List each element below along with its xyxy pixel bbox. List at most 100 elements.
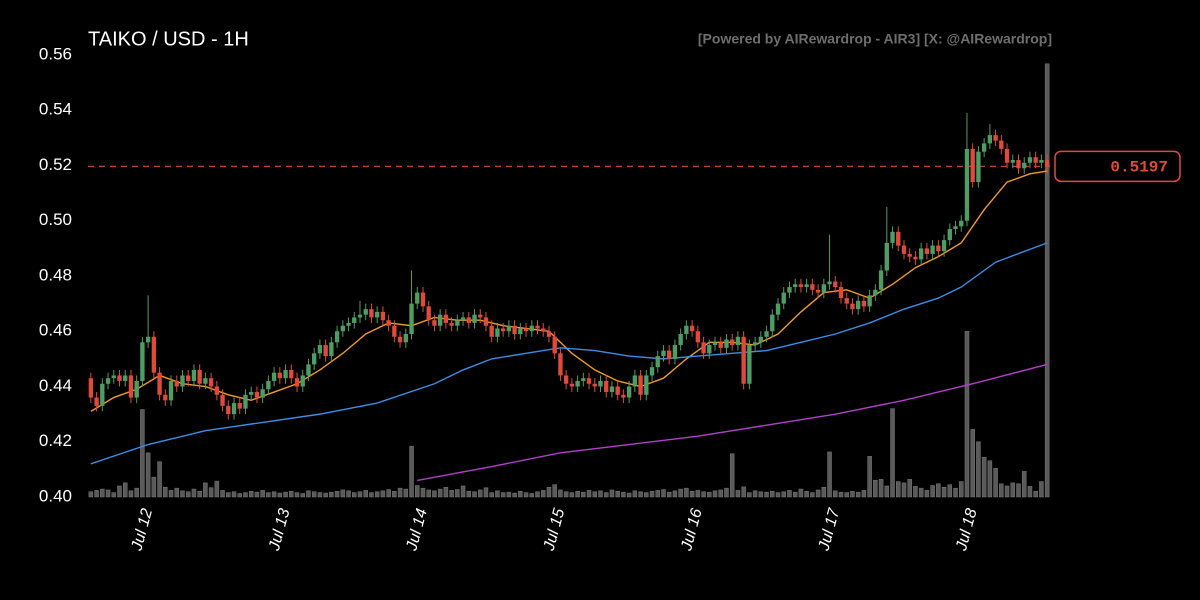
y-tick-label: 0.52 — [39, 155, 72, 174]
candle-body — [168, 380, 174, 401]
volume-bar — [575, 491, 580, 498]
candle-body — [529, 325, 534, 332]
y-tick-label: 0.54 — [39, 100, 72, 119]
candle-body — [426, 306, 431, 321]
volume-bar — [890, 408, 895, 498]
volume-bar — [1004, 485, 1010, 498]
candle-body — [976, 151, 981, 183]
candle-body — [392, 325, 397, 337]
candle-body — [770, 314, 775, 332]
volume-bar — [936, 483, 941, 498]
candle-body — [191, 369, 197, 381]
volume-bar — [821, 487, 827, 498]
volume-bar — [833, 490, 838, 498]
volume-bar — [380, 490, 386, 498]
volume-bar — [970, 429, 975, 498]
candle-body — [231, 403, 237, 415]
volume-bar — [707, 491, 712, 498]
candle-body — [764, 331, 769, 337]
candle-body — [123, 375, 128, 381]
candle-body — [437, 314, 443, 326]
candle-body — [678, 334, 683, 346]
candle-body — [959, 220, 964, 227]
volume-bar — [941, 487, 947, 498]
x-tick-label: Jul 16 — [678, 507, 706, 554]
candle-body — [346, 322, 351, 326]
volume-bar — [581, 491, 586, 498]
candle-body — [363, 309, 368, 315]
volume-bar — [586, 490, 592, 498]
volume-bar — [117, 485, 122, 498]
volume-bar — [157, 461, 162, 498]
volume-bar — [787, 490, 792, 498]
candle-body — [535, 325, 540, 329]
volume-bar — [867, 456, 872, 498]
x-tick-label: Jul 17 — [815, 506, 843, 554]
volume-bar — [500, 492, 506, 498]
volume-bar — [512, 492, 517, 498]
volume-bar — [712, 490, 718, 498]
volume-bar — [632, 490, 638, 498]
volume-bar — [592, 491, 598, 498]
candle-body — [374, 311, 380, 318]
candle-body — [598, 380, 603, 387]
volume-bar — [415, 485, 420, 498]
candle-body — [180, 375, 185, 387]
volume-bar — [483, 487, 489, 498]
volume-bar — [752, 490, 758, 498]
candle-body — [896, 231, 901, 246]
volume-bar — [455, 489, 460, 498]
volume-bar — [918, 487, 924, 498]
candle-body — [523, 328, 529, 332]
volume-bar — [191, 488, 197, 498]
volume-bar — [323, 492, 328, 498]
candle-body — [821, 284, 826, 293]
volume-bar — [506, 491, 512, 498]
candle-body — [203, 378, 208, 384]
volume-bar — [409, 445, 414, 498]
volume-bar — [460, 485, 466, 498]
volume-bar — [558, 489, 563, 498]
volume-bar — [443, 487, 449, 498]
y-tick-label: 0.42 — [39, 431, 72, 450]
volume-bar — [317, 492, 323, 498]
volume-bar — [540, 490, 546, 498]
candle-body — [1033, 157, 1038, 163]
volume-bar — [352, 492, 357, 498]
candle-body — [294, 378, 300, 387]
volume-bar — [626, 492, 632, 498]
candle-body — [655, 356, 660, 368]
candle-body — [941, 240, 947, 252]
volume-bar — [701, 491, 706, 498]
volume-bar — [420, 487, 426, 498]
candle-body — [489, 325, 494, 337]
candle-body — [323, 345, 328, 357]
volume-bar — [924, 490, 930, 498]
candle-body — [111, 375, 116, 379]
volume-bar — [546, 487, 552, 498]
volume-bar — [300, 493, 305, 498]
volume-bar — [1016, 483, 1021, 498]
candle-body — [913, 256, 918, 260]
candle-body — [918, 248, 924, 260]
candle-body — [541, 328, 546, 332]
candle-body — [443, 314, 449, 323]
volume-bar — [689, 491, 695, 498]
volume-bar — [569, 492, 575, 498]
volume-bar — [489, 492, 494, 498]
candle-body — [289, 369, 294, 379]
volume-bar — [231, 491, 237, 498]
volume-bar — [827, 451, 832, 498]
volume-bar — [197, 491, 202, 498]
candle-body — [833, 281, 838, 288]
last-price-label: 0.5197 — [1110, 159, 1168, 177]
volume-bar — [695, 490, 701, 498]
y-tick-label: 0.56 — [39, 44, 72, 63]
candle-body — [1016, 159, 1021, 169]
candle-body — [787, 287, 792, 293]
candle-body — [970, 148, 975, 183]
candles — [88, 113, 1050, 420]
candle-body — [340, 325, 345, 332]
volume-bar — [254, 491, 260, 498]
y-tick-label: 0.40 — [39, 486, 72, 505]
